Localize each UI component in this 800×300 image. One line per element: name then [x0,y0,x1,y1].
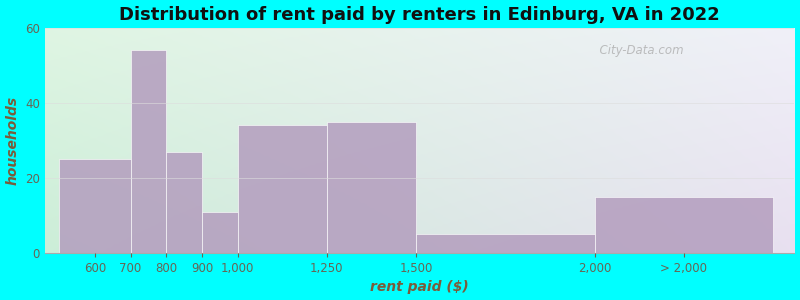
Bar [238,125,327,253]
Bar [327,122,416,253]
Bar [594,196,773,253]
Text: City-Data.com: City-Data.com [592,44,684,57]
Y-axis label: households: households [6,96,19,185]
Title: Distribution of rent paid by renters in Edinburg, VA in 2022: Distribution of rent paid by renters in … [119,6,720,24]
Bar [59,159,130,253]
X-axis label: rent paid ($): rent paid ($) [370,280,469,294]
Bar [166,152,202,253]
Bar [416,234,594,253]
Bar [130,50,166,253]
Bar [202,212,238,253]
